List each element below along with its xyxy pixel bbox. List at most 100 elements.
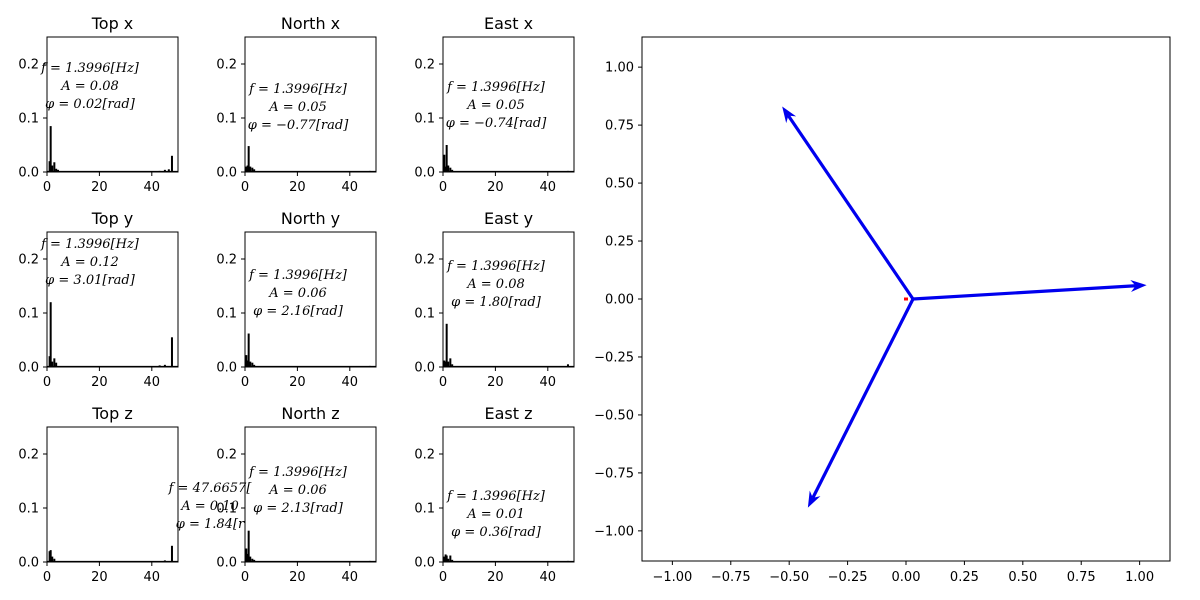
peak-annotation: φ = 3.01[rad] <box>45 273 136 288</box>
peak-annotation: A = 0.12 <box>60 255 119 270</box>
x-tick-label: 0 <box>43 570 51 585</box>
spectrum-bar <box>246 165 249 172</box>
x-tick-label: 40 <box>540 375 557 390</box>
peak-annotation: f = 1.3996[Hz] <box>446 80 546 95</box>
x-tick-label: 20 <box>487 570 504 585</box>
peak-annotation: φ = 1.84[r <box>176 517 245 532</box>
spectrum-bar <box>247 530 250 562</box>
axes-frame <box>442 231 575 368</box>
y-tick-label: 0.0 <box>18 166 39 181</box>
x-tick-label: 0 <box>439 570 447 585</box>
spectrum-bar <box>245 355 248 367</box>
subplot-title: Top z <box>91 404 132 423</box>
y-tick-label: 0.2 <box>414 58 435 73</box>
y-tick-label: 0.2 <box>414 448 435 463</box>
spectrum-bar <box>245 548 248 562</box>
peak-annotation: A = 0.06 <box>268 286 327 301</box>
peak-annotation: f = 1.3996[Hz] <box>248 268 348 283</box>
x-tick-label: 40 <box>342 180 359 195</box>
peak-annotation: A = 0.05 <box>466 98 525 113</box>
peak-annotation: φ = −0.74[rad] <box>446 116 547 131</box>
spectrum-bar <box>170 155 173 172</box>
x-tick-label: 20 <box>289 570 306 585</box>
x-tick-label: 0 <box>241 375 249 390</box>
peak-annotation: φ = 2.16[rad] <box>253 304 344 319</box>
peak-annotation: f = 1.3996[Hz] <box>248 82 348 97</box>
vector-plot: −1.00 −0.75 −0.50 −0.25 0.00 0.25 0.50 0.75 1.00… <box>594 36 1171 585</box>
x-tick-label: 0.25 <box>950 570 979 585</box>
spectrum-bar <box>53 558 56 562</box>
y-tick-label: 0.2 <box>216 58 237 73</box>
axes-frame <box>244 36 377 173</box>
spectrum-bar <box>249 361 252 367</box>
x-tick-label: 0 <box>439 375 447 390</box>
peak-annotation: φ = 2.13[rad] <box>253 501 344 516</box>
x-tick-label: −0.75 <box>711 570 751 585</box>
spectrum-bar <box>451 364 454 367</box>
axes-frame <box>46 36 179 173</box>
y-tick-label: 0.1 <box>414 307 435 322</box>
spectrum-bar <box>247 333 250 367</box>
spectrum-bar <box>443 154 446 172</box>
x-tick-label: 40 <box>144 375 161 390</box>
spectrum-bar <box>449 358 452 367</box>
x-tick-label: 40 <box>342 570 359 585</box>
y-tick-label: 0.0 <box>414 556 435 571</box>
spectrum-bar <box>170 545 173 562</box>
y-tick-label: 0.0 <box>18 556 39 571</box>
spectrum-bar <box>246 553 249 562</box>
subplot-north-y: North y 0 20 40 0.0 0.1 0.2 f = 1.3996[Hz] A = 0… <box>216 209 377 390</box>
subplot-title: East y <box>484 209 533 228</box>
origin-marker <box>904 297 908 301</box>
y-tick-label: 0.1 <box>18 112 39 127</box>
axes-frame <box>442 36 575 173</box>
spectrum-bar <box>48 161 51 172</box>
x-tick-label: 0 <box>241 180 249 195</box>
subplot-title: North z <box>281 404 339 423</box>
subplot-title: Top y <box>91 209 134 228</box>
spectrum-bar <box>249 166 252 172</box>
spectrum-bar <box>51 556 54 562</box>
subplot-title: North y <box>281 209 340 228</box>
x-tick-label: 0 <box>439 180 447 195</box>
y-tick-label: 0.2 <box>18 253 39 268</box>
spectrum-bar <box>246 360 249 367</box>
subplot-title: Top x <box>91 14 134 33</box>
peak-annotation: φ = 1.80[rad] <box>451 295 542 310</box>
y-tick-label: 0.25 <box>605 235 634 250</box>
peak-annotation: A = 0.06 <box>268 483 327 498</box>
peak-annotation: f = 1.3996[Hz] <box>40 61 140 76</box>
spectrum-bar <box>251 362 254 367</box>
spectrum-bar <box>49 550 52 562</box>
y-tick-label: 0.0 <box>414 361 435 376</box>
x-tick-label: 40 <box>342 375 359 390</box>
y-tick-label: 1.00 <box>605 61 634 76</box>
x-tick-label: 20 <box>289 180 306 195</box>
spectrum-bar <box>55 362 58 367</box>
spectrum-bar <box>249 556 252 562</box>
x-tick-label: 0 <box>43 180 51 195</box>
spectrum-bar <box>443 556 446 562</box>
spectrum-bar <box>245 166 248 172</box>
axes-frame <box>244 426 377 563</box>
y-tick-label: 0.2 <box>216 253 237 268</box>
peak-annotation: f = 1.3996[Hz] <box>40 237 140 252</box>
peak-annotation: A = 0.05 <box>268 100 327 115</box>
x-tick-label: 20 <box>487 375 504 390</box>
spectrum-bar <box>53 162 56 172</box>
x-tick-label: 20 <box>289 375 306 390</box>
y-tick-label: 0.00 <box>605 293 634 308</box>
spectrum-bar <box>48 356 51 367</box>
peak-annotation: f = 1.3996[Hz] <box>446 259 546 274</box>
y-tick-label: 0.1 <box>414 112 435 127</box>
y-tick-label: 0.0 <box>216 166 237 181</box>
subplot-east-x: East x 0 20 40 0.0 0.1 0.2 f = 1.3996[Hz] A = 0.… <box>414 14 575 195</box>
axes-frame <box>244 231 377 368</box>
spectrum-bar <box>444 361 447 367</box>
subplot-top-z: Top z 0 20 40 0.0 0.1 0.2 f = 47.6657[A = 0.10 φ… <box>18 404 252 585</box>
spectrum-bar <box>49 126 52 172</box>
x-tick-label: 0.50 <box>1008 570 1037 585</box>
spectrum-bar <box>48 551 51 562</box>
spectrum-bar <box>170 337 173 367</box>
